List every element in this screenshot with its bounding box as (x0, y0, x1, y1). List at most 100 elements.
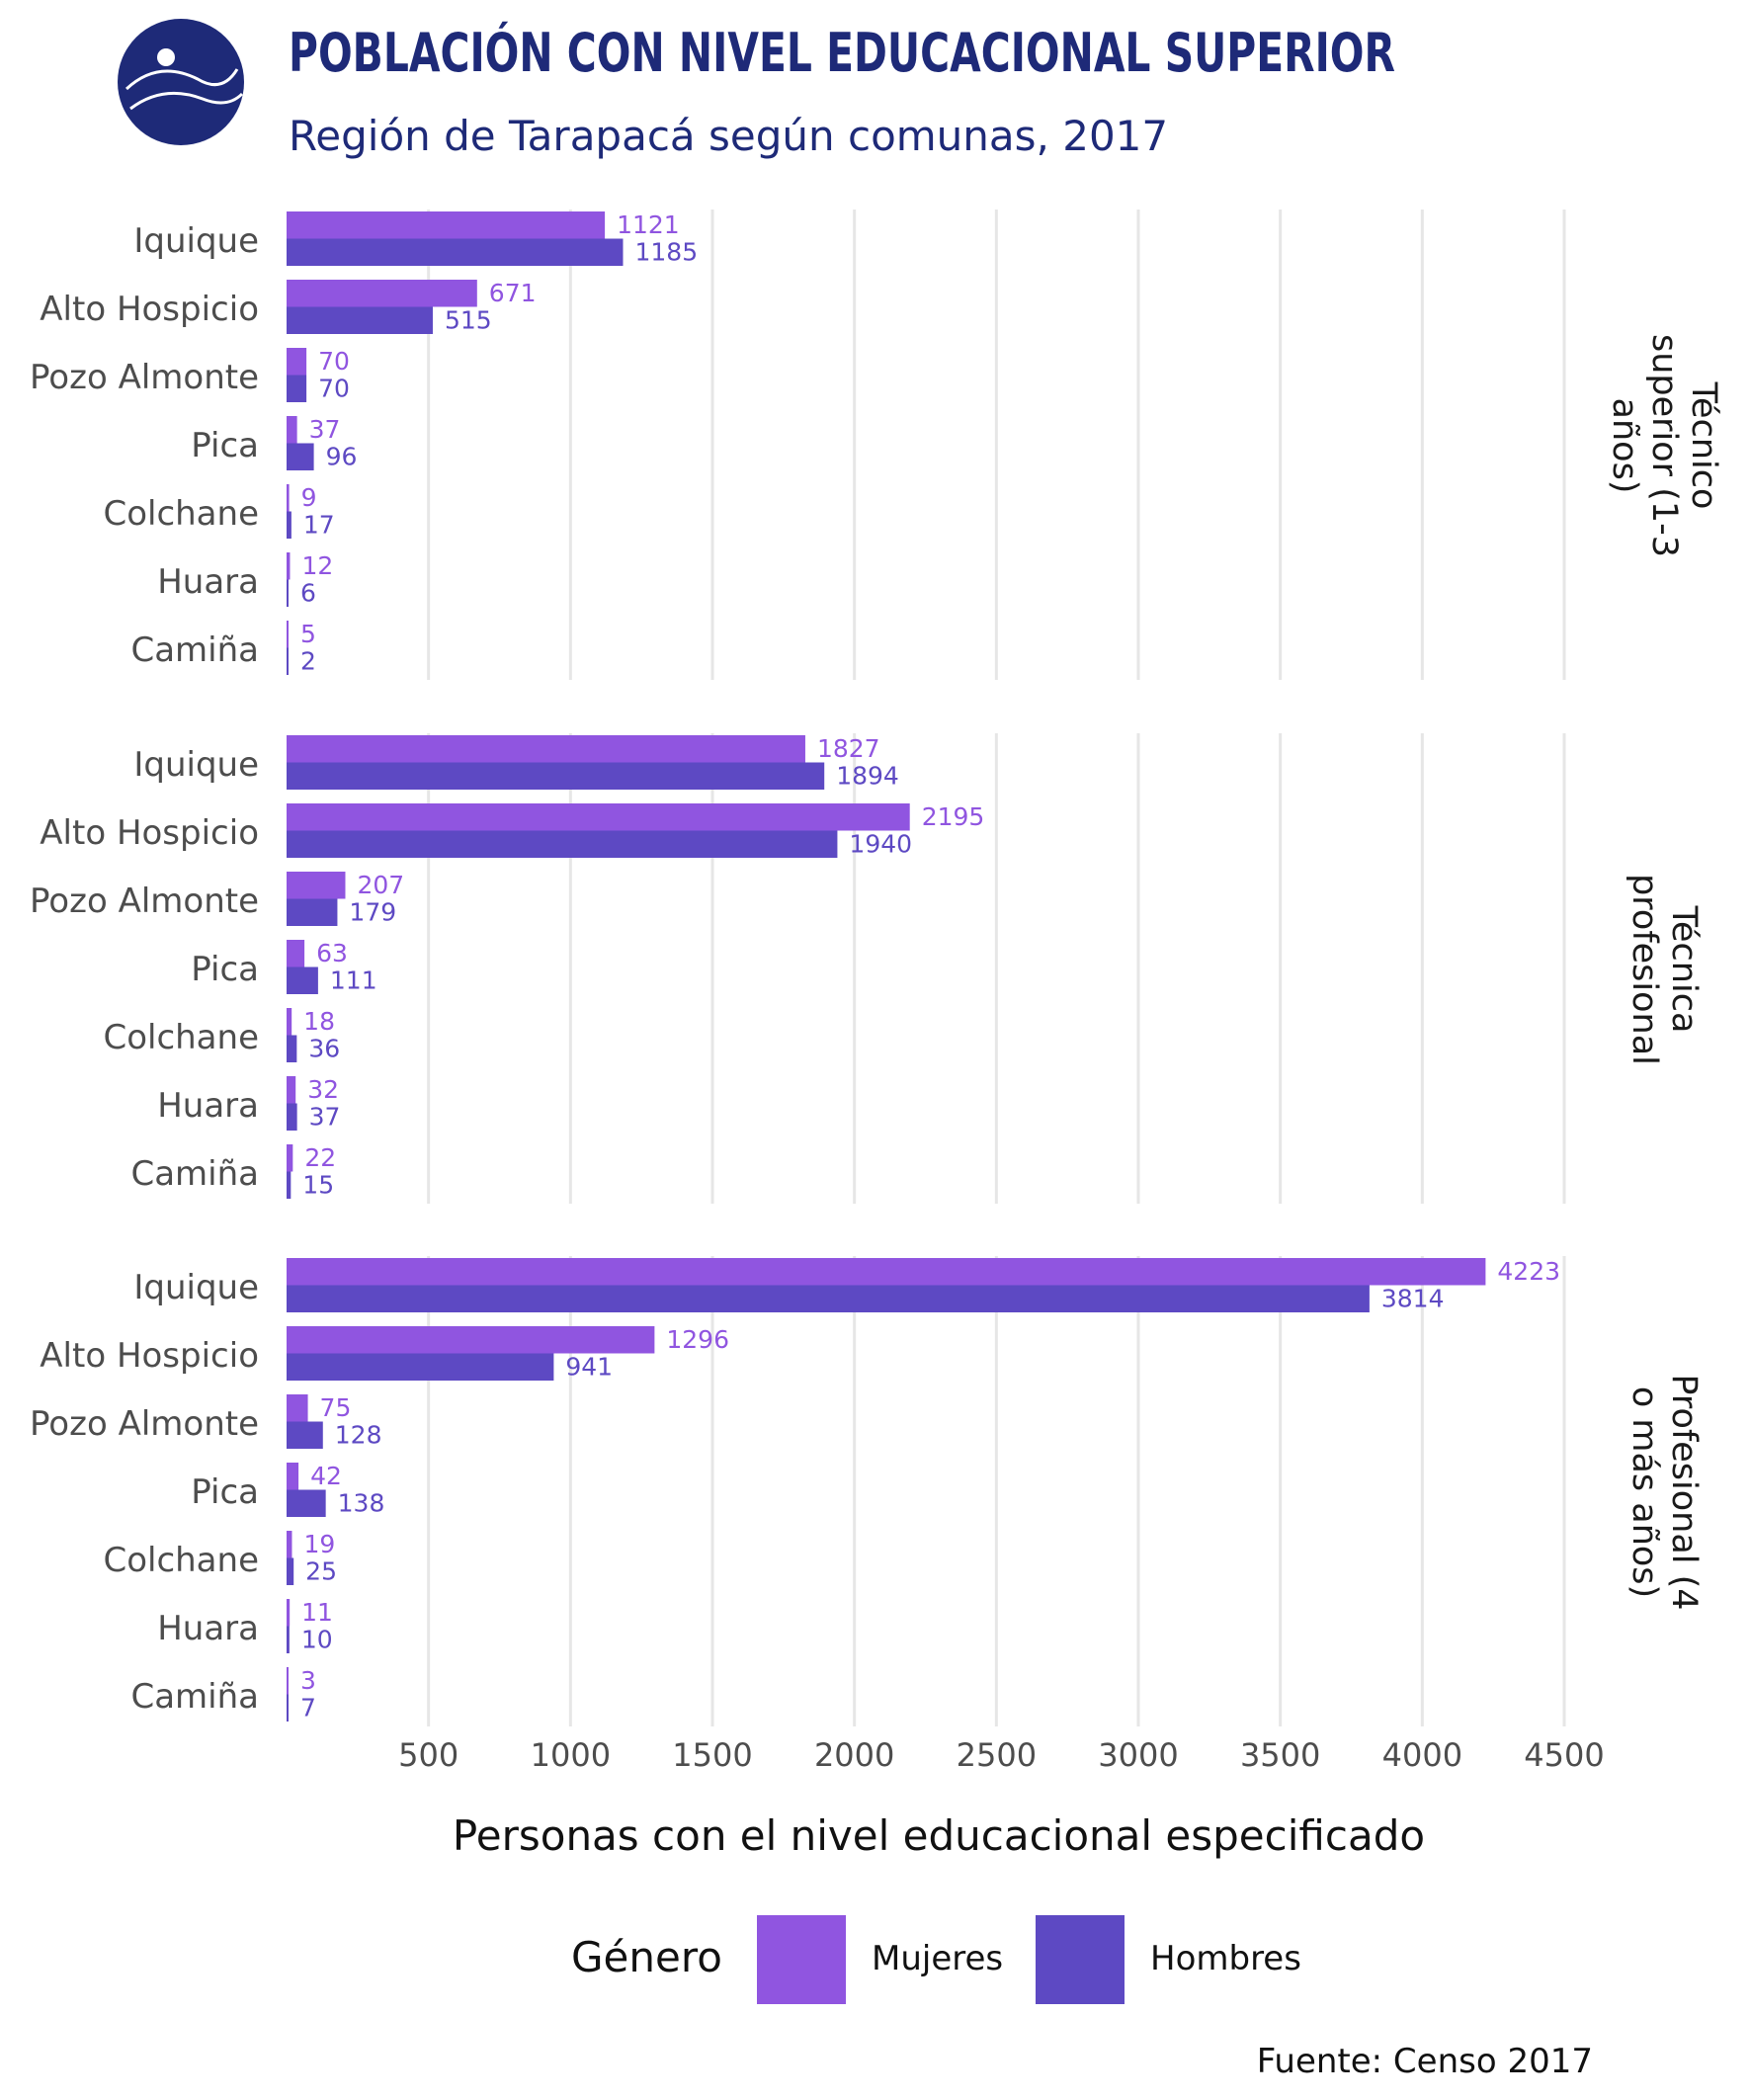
category-label: Colchane (103, 1018, 259, 1057)
bar-hombres (287, 1171, 292, 1199)
data-label: 111 (330, 966, 377, 995)
bar-hombres (287, 443, 314, 470)
data-label: 12 (301, 551, 333, 580)
category-label: Huara (157, 1086, 259, 1126)
category-label: Pozo Almonte (30, 882, 259, 921)
data-label: 1185 (634, 238, 698, 267)
bar-mujeres (287, 348, 307, 376)
data-label: 36 (308, 1035, 340, 1063)
category-label: Camiña (130, 1154, 259, 1194)
bar-hombres (287, 1035, 297, 1062)
panel-label: o más años) (1625, 1386, 1664, 1598)
data-label: 70 (318, 375, 350, 403)
bar-hombres (287, 238, 624, 266)
bar-mujeres (287, 621, 289, 648)
institute-logo-icon (118, 19, 244, 145)
x-tick-label: 3500 (1240, 1736, 1320, 1774)
bar-mujeres (287, 1258, 1486, 1286)
logo-wave-mark (125, 68, 239, 91)
data-label: 63 (316, 939, 348, 967)
logo-sun-mark (157, 48, 175, 66)
category-label: Huara (157, 1609, 259, 1648)
bar-hombres (287, 1557, 294, 1585)
bar-hombres (287, 898, 338, 926)
chart-title: POBLACIÓN CON NIVEL EDUCACIONAL SUPERIOR (289, 22, 1395, 84)
category-label: Camiña (130, 630, 259, 670)
bar-hombres (287, 579, 289, 607)
bar-mujeres (287, 1076, 296, 1104)
category-label: Alto Hospicio (40, 813, 259, 853)
data-label: 11 (301, 1598, 333, 1627)
panel-label: superior (1-3 (1644, 334, 1684, 557)
legend-swatch-hombres (1036, 1915, 1125, 2004)
legend-label-hombres: Hombres (1150, 1939, 1301, 1978)
legend: Género Mujeres Hombres (571, 1915, 1301, 2004)
category-label: Pica (191, 1472, 259, 1512)
data-label: 4223 (1497, 1257, 1560, 1286)
category-label: Iquique (133, 745, 259, 785)
category-label: Colchane (103, 1541, 259, 1580)
data-label: 6 (300, 579, 316, 608)
data-label: 9 (301, 483, 317, 512)
data-label: 22 (304, 1143, 336, 1172)
bar-mujeres (287, 1394, 308, 1422)
data-label: 25 (305, 1557, 337, 1586)
panel-label: Técnico (1684, 381, 1723, 510)
bar-hombres (287, 1694, 290, 1722)
data-label: 1894 (836, 762, 899, 791)
data-label: 2 (300, 647, 316, 676)
data-label: 17 (303, 511, 335, 540)
data-label: 1121 (617, 210, 680, 239)
data-label: 941 (565, 1353, 613, 1382)
panel-label: Técnica (1664, 905, 1704, 1034)
source-note: Fuente: Censo 2017 (1257, 2042, 1593, 2081)
category-label: Pozo Almonte (30, 1404, 259, 1444)
bar-hombres (287, 375, 307, 402)
x-tick-label: 1000 (531, 1736, 611, 1774)
data-label: 37 (309, 1103, 341, 1132)
data-label: 18 (303, 1007, 335, 1036)
bar-mujeres (287, 735, 805, 763)
legend-swatch-mujeres (757, 1915, 846, 2004)
category-label: Iquique (133, 221, 259, 261)
data-label: 32 (307, 1075, 339, 1104)
data-label: 37 (309, 415, 341, 444)
data-label: 1827 (817, 734, 880, 763)
bar-mujeres (287, 1531, 292, 1558)
data-label: 3 (300, 1666, 316, 1695)
bar-mujeres (287, 1144, 293, 1172)
bar-hombres (287, 966, 318, 994)
category-label: Camiña (130, 1677, 259, 1717)
category-label: Pica (191, 950, 259, 989)
data-label: 42 (310, 1462, 342, 1490)
bar-hombres (287, 1103, 297, 1131)
category-label: Pica (191, 426, 259, 465)
bar-mujeres (287, 1599, 291, 1627)
data-label: 138 (338, 1489, 385, 1518)
category-label: Alto Hospicio (40, 290, 259, 329)
category-label: Iquique (133, 1268, 259, 1307)
bar-hombres (287, 830, 838, 858)
panel-label: Profesional (4 (1664, 1374, 1704, 1610)
data-label: 207 (357, 871, 404, 899)
x-axis-title: Personas con el nivel educacional especi… (453, 1811, 1425, 1860)
bar-mujeres (287, 803, 910, 831)
legend-label-mujeres: Mujeres (872, 1939, 1003, 1978)
x-tick-label: 500 (398, 1736, 458, 1774)
x-tick-label: 3000 (1098, 1736, 1178, 1774)
bar-mujeres (287, 1463, 299, 1490)
x-tick-label: 4500 (1524, 1736, 1604, 1774)
data-label: 10 (301, 1626, 333, 1654)
bar-mujeres (287, 211, 606, 239)
legend-title: Género (571, 1933, 722, 1981)
bar-hombres (287, 1353, 554, 1381)
data-label: 5 (300, 620, 316, 648)
bar-mujeres (287, 872, 346, 899)
data-label: 3814 (1381, 1285, 1445, 1313)
data-label: 179 (349, 898, 396, 927)
logo (118, 19, 244, 145)
data-label: 7 (300, 1694, 316, 1722)
data-label: 1296 (666, 1325, 729, 1354)
